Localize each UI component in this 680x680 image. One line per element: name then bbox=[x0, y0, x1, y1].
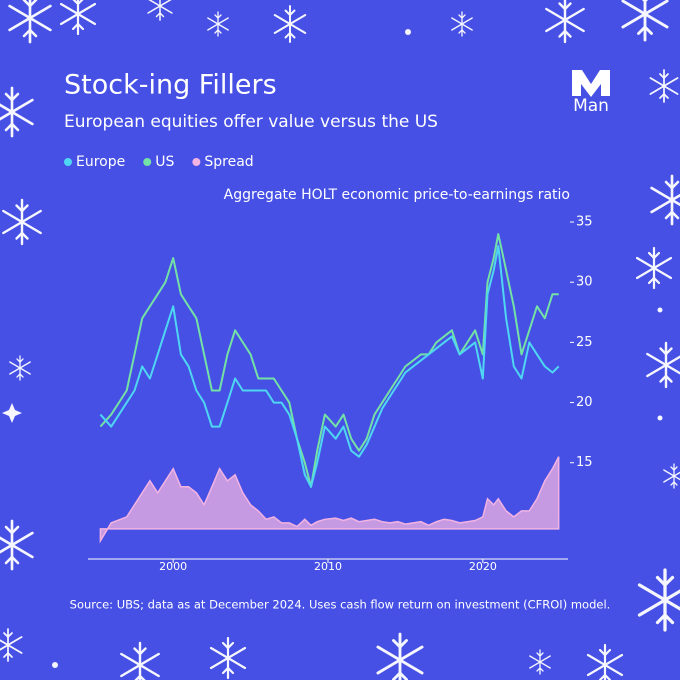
legend-swatch bbox=[192, 158, 201, 166]
legend-label: Europe bbox=[76, 154, 125, 170]
chart-subtitle: European equities offer value versus the… bbox=[64, 112, 438, 132]
x-tick-label: 2000 bbox=[159, 560, 187, 573]
series-line bbox=[99, 245, 560, 488]
legend-swatch bbox=[143, 158, 152, 166]
axis-label: Aggregate HOLT economic price-to-earning… bbox=[224, 187, 570, 203]
spread-area bbox=[99, 456, 560, 544]
logo-text: Man bbox=[573, 96, 609, 116]
y-tick-label: 15 bbox=[576, 455, 593, 470]
legend-label: US bbox=[155, 154, 174, 170]
y-tick-label: 30 bbox=[576, 275, 593, 290]
source-note: Source: UBS; data as at December 2024. U… bbox=[70, 598, 611, 612]
x-tick-label: 2020 bbox=[469, 560, 497, 573]
y-tick-label: 20 bbox=[576, 395, 593, 410]
y-tick-label: 25 bbox=[576, 335, 593, 350]
legend-swatch bbox=[64, 158, 72, 166]
logo-mark bbox=[572, 70, 610, 97]
y-tick-label: 35 bbox=[576, 215, 593, 230]
x-tick-label: 2010 bbox=[314, 560, 342, 573]
legend-label: Spread bbox=[204, 154, 253, 170]
chart-title: Stock-ing Fillers bbox=[64, 70, 277, 101]
series-line bbox=[99, 233, 559, 488]
